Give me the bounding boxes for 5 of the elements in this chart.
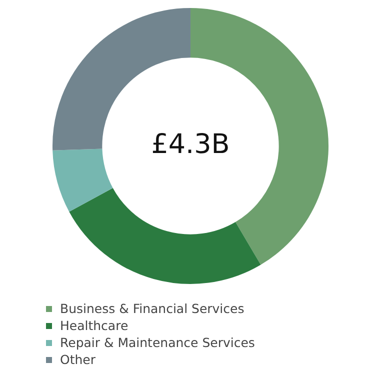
- legend-label: Repair & Maintenance Services: [60, 334, 255, 351]
- legend-label: Healthcare: [60, 317, 128, 334]
- legend-label: Other: [60, 351, 96, 368]
- legend-label: Business & Financial Services: [60, 300, 244, 317]
- text: £4.3B: [151, 129, 230, 160]
